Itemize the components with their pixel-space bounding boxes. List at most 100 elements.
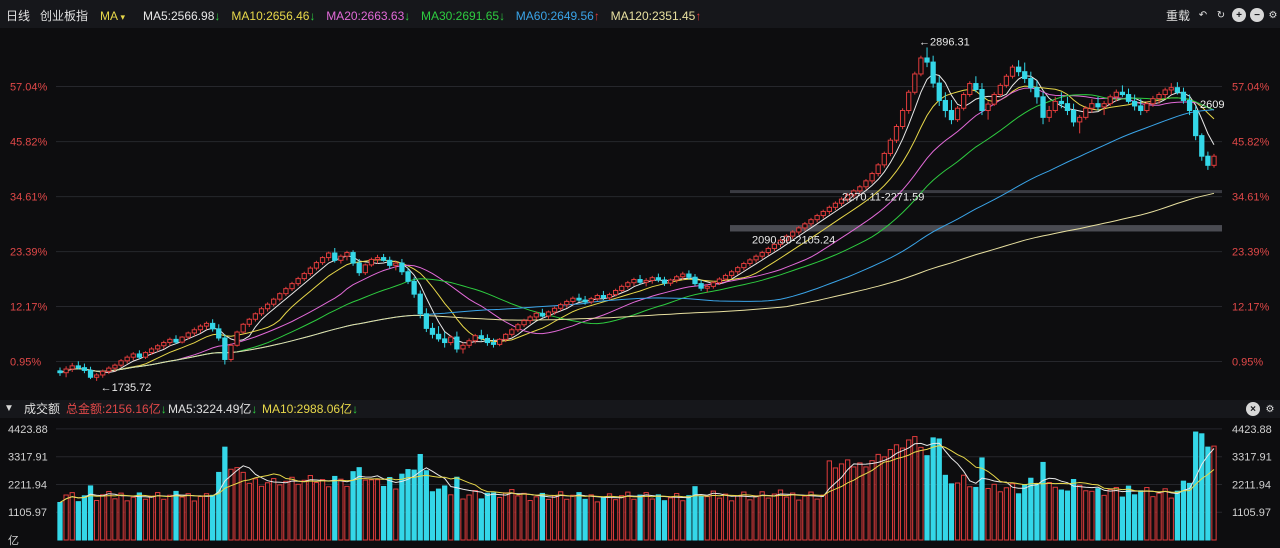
volume-bar[interactable] [240, 471, 246, 541]
zoom-out-icon[interactable]: − [1250, 8, 1264, 22]
volume-bar[interactable] [686, 495, 692, 541]
candle[interactable] [509, 327, 515, 337]
volume-bar[interactable] [1119, 496, 1126, 541]
candle[interactable] [979, 83, 985, 116]
candle[interactable] [875, 163, 881, 177]
volume-bar[interactable] [942, 474, 948, 541]
candle[interactable] [1144, 101, 1150, 113]
volume-bar[interactable] [203, 493, 210, 541]
volume-bar[interactable] [1180, 480, 1187, 541]
volume-bar[interactable] [93, 499, 100, 541]
candle[interactable] [264, 302, 271, 312]
candle[interactable] [735, 265, 741, 275]
volume-bar[interactable] [1052, 486, 1058, 541]
candle[interactable] [210, 319, 216, 332]
volume-bar[interactable] [1131, 494, 1138, 541]
candle[interactable] [435, 326, 442, 342]
candle[interactable] [777, 238, 784, 248]
volume-bar[interactable] [246, 482, 252, 541]
candle[interactable] [1015, 60, 1022, 77]
volume-bar[interactable] [179, 496, 185, 541]
volume-bar[interactable] [448, 494, 454, 541]
candle[interactable] [521, 318, 527, 328]
volume-bar[interactable] [961, 474, 967, 541]
candle[interactable] [155, 343, 161, 352]
candle[interactable] [380, 253, 387, 262]
period-label[interactable]: 日线 [6, 9, 31, 23]
candle[interactable] [1113, 89, 1119, 102]
volume-bar[interactable] [588, 494, 594, 541]
volume-bar[interactable] [814, 498, 820, 541]
volume-bar[interactable] [106, 491, 112, 541]
volume-bar[interactable] [356, 467, 362, 541]
volume-bar[interactable] [460, 498, 466, 541]
volume-bar[interactable] [155, 492, 161, 541]
volume-bar[interactable] [380, 485, 387, 541]
candle[interactable] [527, 315, 533, 324]
volume-bar[interactable] [576, 492, 582, 541]
candle[interactable] [338, 254, 344, 264]
volume-bar[interactable] [631, 498, 637, 541]
volume-bar[interactable] [1138, 490, 1144, 541]
volume-bar[interactable] [594, 501, 600, 541]
candle[interactable] [826, 205, 832, 215]
candle[interactable] [814, 213, 820, 223]
candle[interactable] [796, 226, 802, 235]
volume-bar[interactable] [777, 489, 784, 541]
candle[interactable] [790, 230, 796, 239]
candle[interactable] [271, 297, 277, 307]
candle[interactable] [417, 290, 423, 319]
candle[interactable] [124, 355, 130, 364]
candle[interactable] [301, 271, 307, 281]
candle[interactable] [881, 151, 887, 168]
volume-bar[interactable] [124, 500, 130, 541]
candle[interactable] [1193, 105, 1199, 141]
volume-bar[interactable] [405, 469, 411, 541]
candle[interactable] [387, 256, 393, 269]
volume-bar[interactable] [936, 438, 942, 541]
volume-bar[interactable] [173, 490, 179, 541]
volume-bar[interactable] [1186, 482, 1193, 541]
candle[interactable] [252, 312, 259, 322]
candle[interactable] [1125, 88, 1132, 104]
candle[interactable] [1101, 100, 1107, 116]
volume-bar[interactable] [484, 492, 491, 541]
volume-bar[interactable] [1156, 492, 1162, 541]
volume-bar[interactable] [649, 498, 655, 541]
candle[interactable] [710, 280, 716, 289]
volume-bar[interactable] [845, 459, 851, 541]
volume-bar[interactable] [1064, 490, 1071, 541]
volume-bar[interactable] [551, 495, 558, 541]
candle[interactable] [954, 105, 961, 122]
candle[interactable] [185, 331, 191, 340]
candle[interactable] [942, 92, 948, 118]
candle[interactable] [1174, 82, 1181, 95]
candle[interactable] [490, 338, 497, 348]
candle[interactable] [326, 251, 332, 261]
candle[interactable] [612, 288, 619, 297]
volume-bar[interactable] [674, 493, 680, 541]
zoom-in-icon[interactable]: + [1232, 8, 1246, 22]
candle[interactable] [234, 330, 240, 347]
volume-bar[interactable] [387, 476, 393, 541]
volume-bar[interactable] [527, 500, 533, 541]
candle[interactable] [869, 171, 875, 184]
candle[interactable] [374, 254, 381, 264]
volume-bar[interactable] [87, 485, 94, 541]
volume-bar[interactable] [435, 488, 442, 541]
candle[interactable] [1083, 105, 1089, 120]
volume-bar[interactable] [521, 492, 527, 541]
volume-bar[interactable] [167, 494, 173, 541]
volume-bar[interactable] [332, 475, 338, 541]
volume-bar[interactable] [136, 492, 143, 541]
candle[interactable] [142, 351, 149, 359]
candle[interactable] [283, 286, 289, 296]
candle[interactable] [1003, 73, 1010, 88]
candle[interactable] [1211, 153, 1217, 168]
candle[interactable] [399, 258, 405, 275]
volume-bar[interactable] [539, 492, 545, 541]
volume-bar[interactable] [869, 460, 875, 541]
candle[interactable] [503, 332, 509, 343]
candle[interactable] [936, 76, 942, 106]
candle[interactable] [216, 324, 222, 341]
